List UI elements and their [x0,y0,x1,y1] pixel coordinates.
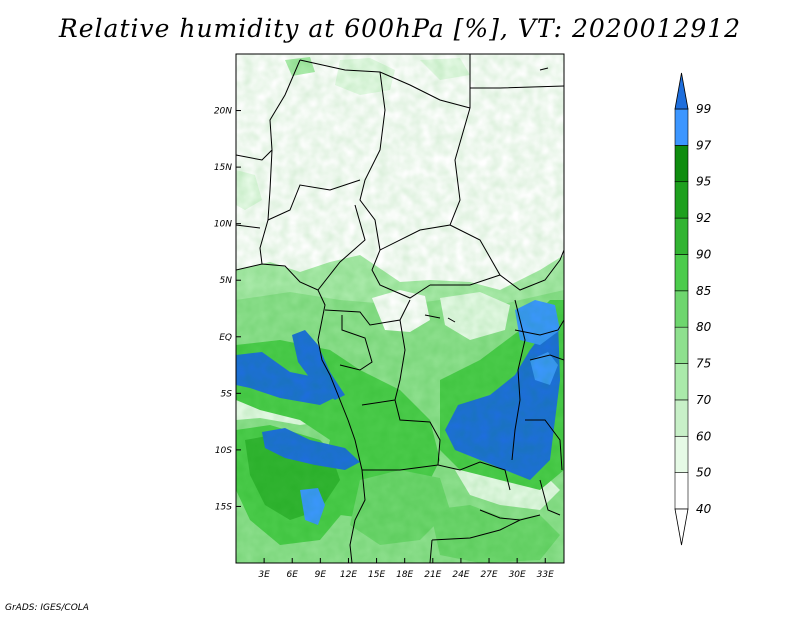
colorbar-label: 70 [696,393,712,407]
colorbar-segment [674,290,689,328]
x-tick-label: 27E [480,570,497,580]
colorbar-label: 95 [696,175,711,189]
y-tick-label: 10S [215,446,232,456]
y-tick-label: EQ [219,333,232,343]
x-tick-label: 24E [452,570,469,580]
x-axis-ticks: 3E 6E 9E 12E 15E 18E 21E 24E 27E 30E 33E [258,558,554,580]
colorbar-segment [674,181,689,219]
colorbar-label: 50 [696,466,712,480]
colorbar-segment [674,108,689,146]
y-axis-ticks: 20N 15N 10N 5N EQ 5S 10S 15S [214,107,241,512]
x-tick-label: 6E [287,570,299,580]
colorbar-label: 92 [696,211,711,225]
colorbar-segment [674,217,689,255]
colorbar-segment [674,254,689,292]
colorbar-label: 40 [696,502,712,516]
x-tick-label: 15E [368,570,385,580]
y-tick-label: 20N [214,107,232,117]
colorbar-under-arrow [674,508,689,546]
country-borders [236,54,564,563]
colorbar-segment [674,435,689,473]
colorbar-over-arrow [674,72,689,110]
colorbar-label: 60 [696,429,712,443]
colorbar-label: 80 [696,320,712,334]
y-tick-label: 5S [221,389,233,399]
colorbar-segment [674,326,689,364]
y-tick-label: 15N [214,163,232,173]
map-frame [235,53,565,564]
chart-title: Relative humidity at 600hPa [%], VT: 202… [58,14,742,43]
colorbar-segment [674,145,689,183]
colorbar-label: 99 [696,102,711,116]
x-tick-label: 9E [315,570,327,580]
y-tick-label: 15S [215,502,232,512]
x-tick-label: 33E [537,570,554,580]
x-tick-label: 21E [424,570,441,580]
colorbar-label: 75 [696,357,711,371]
x-tick-label: 18E [396,570,413,580]
credit-label: GrADS: IGES/COLA [5,603,89,613]
colorbar-label: 85 [696,284,711,298]
y-tick-label: 5N [220,276,233,286]
colorbar-segment [674,472,689,510]
x-tick-label: 12E [340,570,357,580]
colorbar: 40 50 60 70 75 80 85 90 92 95 97 99 [674,72,712,546]
colorbar-label: 97 [696,138,712,152]
x-tick-label: 30E [509,570,526,580]
colorbar-segment [674,363,689,401]
humidity-field [236,54,564,563]
y-tick-label: 10N [214,220,232,230]
colorbar-label: 90 [696,247,712,261]
colorbar-segment [674,399,689,437]
x-tick-label: 3E [258,570,270,580]
